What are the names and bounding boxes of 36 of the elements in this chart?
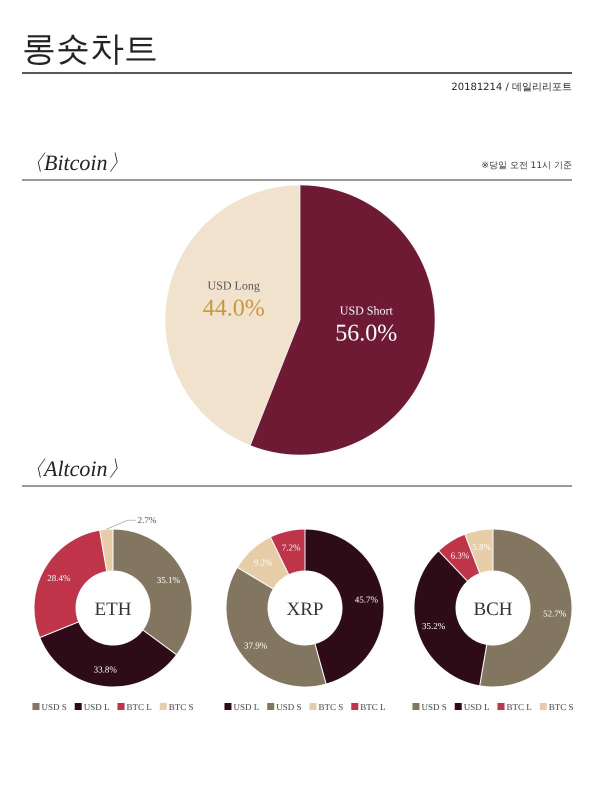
text: 〈Altcoin〉: [22, 456, 130, 481]
data-label: 9.2%: [254, 557, 274, 568]
data-label: 44.0%: [202, 295, 265, 322]
data-label: 33.8%: [94, 664, 118, 675]
data-label: 45.7%: [354, 594, 379, 605]
legend-label: BTC S: [318, 702, 344, 712]
legend-label: BTC L: [360, 702, 386, 712]
slice-label: USD Long: [208, 278, 260, 292]
legend-label: USD L: [84, 702, 110, 712]
legend-label: BTC S: [168, 702, 194, 712]
slice-label: USD Short: [340, 304, 394, 318]
legend-label: BTC L: [506, 702, 532, 712]
legend-label: BTC L: [126, 702, 152, 712]
data-label: 28.4%: [47, 572, 71, 583]
text: BCH: [473, 599, 513, 620]
legend-label: USD S: [421, 702, 447, 712]
legend-label: USD L: [233, 702, 260, 712]
data-label: 56.0%: [335, 320, 398, 347]
text: ETH: [94, 599, 132, 620]
legend-label: USD S: [276, 702, 302, 712]
text: 20181214 / 데일리리포트: [451, 82, 572, 93]
text: XRP: [286, 599, 324, 620]
data-label: 5.8%: [472, 542, 492, 552]
legend-label: BTC S: [548, 702, 574, 712]
legend-label: USD L: [464, 702, 490, 712]
data-label: 7.2%: [282, 542, 301, 553]
text: ※당일 오전 11시 기준: [481, 161, 572, 171]
chart-title: 〈Bitcoin〉: [22, 150, 130, 175]
data-label: 52.7%: [543, 608, 567, 618]
data-label: 6.3%: [450, 550, 470, 561]
data-label: 2.7%: [138, 515, 157, 526]
legend-label: USD S: [41, 702, 67, 712]
text: 롱숏차트: [22, 29, 158, 69]
data-label: 35.1%: [156, 575, 180, 586]
data-label: 37.9%: [244, 640, 268, 651]
data-label: 35.2%: [422, 621, 446, 632]
